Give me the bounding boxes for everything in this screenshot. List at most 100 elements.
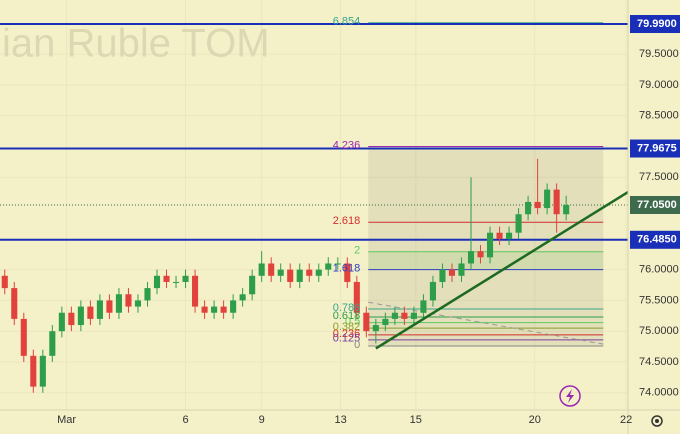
candle-body (563, 205, 570, 215)
candle-body (163, 275, 170, 282)
price-label: 77.9675 (637, 142, 677, 154)
candle-body (153, 275, 161, 289)
candle-body (391, 312, 398, 319)
last-price-bg (630, 196, 680, 214)
y-tick-label: 79.5000 (639, 48, 679, 60)
candle-body (353, 281, 360, 313)
candle-body (448, 269, 456, 276)
candle-body (68, 312, 75, 326)
candle-body (1, 275, 8, 289)
candle-body (420, 300, 427, 313)
candle-body (211, 306, 218, 313)
fib-label: 0 (354, 339, 360, 351)
candle-body (77, 306, 84, 326)
candle-body (296, 269, 303, 282)
candle-body (372, 325, 379, 332)
candle-body (496, 232, 503, 239)
fib-label: 0.786 (333, 302, 361, 314)
settings-icon[interactable] (651, 415, 663, 427)
y-tick-label: 78.5000 (639, 110, 679, 122)
candle-body (125, 294, 132, 307)
fib-label: 2.618 (333, 215, 361, 227)
fib-label: 1.618 (333, 263, 361, 275)
candle-body (525, 201, 532, 215)
candle-body (534, 201, 541, 209)
candle-body (382, 318, 389, 326)
fib-label: 0.618 (333, 310, 361, 322)
y-tick-label: 77.5000 (639, 171, 679, 183)
price-label: 79.9900 (637, 18, 677, 30)
last-price-label: 77.0500 (637, 199, 677, 211)
fib-label: 0.5 (345, 315, 360, 327)
candle-body (192, 275, 199, 307)
gear-center (655, 419, 659, 423)
candle-body (401, 312, 408, 319)
fib-label: 2 (354, 245, 360, 257)
candle-body (429, 281, 436, 301)
price-label-bg (630, 230, 680, 249)
candle-body (258, 263, 265, 276)
candle-body (182, 275, 189, 282)
y-tick-label: 79.0000 (639, 79, 679, 91)
fib-band (368, 251, 604, 270)
trend-line (375, 191, 629, 350)
fib-label: 0.382 (333, 321, 361, 333)
fib-label: 0.125 (333, 333, 361, 345)
candle-body (172, 281, 180, 283)
candle-body (315, 269, 322, 276)
candle-body (467, 251, 475, 264)
y-tick-label: 75.5000 (639, 294, 679, 306)
candle-body (458, 263, 465, 276)
candle-body (134, 300, 142, 307)
x-tick-label: 13 (335, 414, 347, 426)
candle-body (220, 306, 227, 313)
price-label: 76.4850 (637, 234, 677, 246)
y-tick-label: 76.0000 (639, 264, 679, 276)
candle-body (553, 189, 560, 215)
candle-body (344, 263, 351, 282)
y-tick-label: 75.0000 (639, 325, 679, 337)
candle-body (439, 269, 446, 282)
candle-body (87, 306, 94, 319)
dashed-line (368, 301, 604, 345)
candle-body (544, 189, 551, 209)
candle-body (11, 288, 18, 319)
candle-body (20, 318, 27, 356)
candle-body (249, 275, 256, 295)
plot-area (0, 0, 629, 410)
fib-label: 6.854 (333, 16, 361, 28)
x-tick-label: Mar (57, 414, 76, 426)
candle-body (506, 232, 513, 239)
price-label-bg (630, 139, 680, 158)
candle-body (410, 312, 417, 319)
gear (651, 415, 663, 427)
x-tick-label: 9 (259, 414, 265, 426)
candle-body (39, 355, 46, 387)
lightning-icon[interactable] (559, 385, 581, 407)
candle-body (58, 312, 65, 332)
candle-body (486, 232, 494, 258)
candle-body (49, 331, 56, 356)
candle-body (268, 263, 275, 276)
candle-body (325, 263, 332, 270)
candle-body (477, 251, 484, 258)
candle-body (287, 269, 294, 282)
candle-body (144, 288, 151, 301)
candle-body (334, 263, 341, 265)
y-tick-label: 74.5000 (639, 356, 679, 368)
fib-label: 0.236 (333, 328, 361, 340)
x-tick-label: 20 (529, 414, 541, 426)
watermark: ian Ruble TOM (2, 22, 270, 66)
lightning-glyph (566, 389, 574, 403)
candle-body (201, 306, 208, 313)
fib-label: 4.236 (333, 139, 361, 151)
candle-body (230, 300, 237, 313)
candle-body (515, 214, 522, 233)
candle-body (239, 294, 246, 301)
candle-body (306, 269, 313, 276)
candle-body (277, 269, 284, 276)
y-tick-label: 74.0000 (639, 387, 679, 399)
x-tick-label: 22 (620, 414, 632, 426)
